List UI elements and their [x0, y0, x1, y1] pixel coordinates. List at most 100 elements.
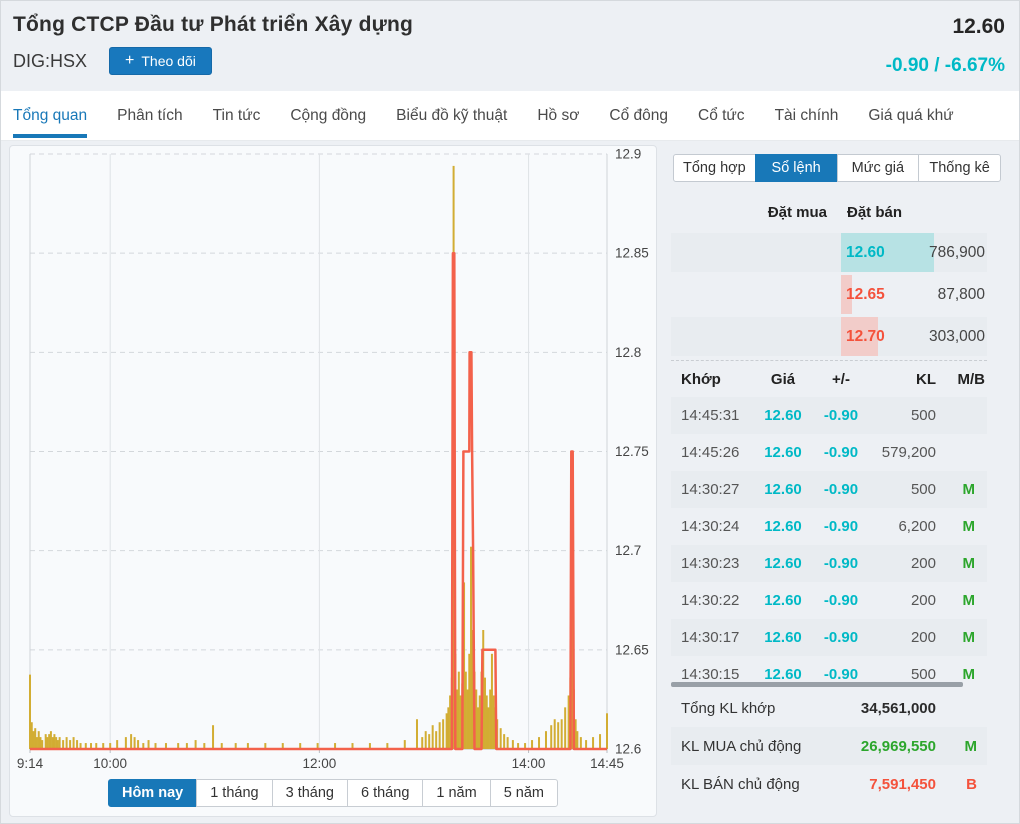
range-button-1-tháng[interactable]: 1 tháng: [196, 779, 273, 807]
volume-bar: [351, 743, 354, 749]
nav-tab-biểu-đồ-kỹ-thuật[interactable]: Biểu đồ kỹ thuật: [396, 106, 508, 124]
volume-bar: [69, 740, 72, 749]
volume-bar: [32, 731, 35, 749]
nav-tab-tổng-quan[interactable]: Tổng quan: [13, 94, 88, 138]
volume-bar: [553, 719, 556, 749]
volume-bar: [503, 734, 506, 749]
volume-bar: [447, 707, 450, 749]
volume-bar: [550, 725, 553, 749]
trade-volume: 579,200: [881, 444, 936, 461]
volume-bar: [58, 737, 61, 749]
volume-bar: [599, 734, 602, 749]
volume-bar: [471, 630, 474, 749]
volume-bar: [79, 743, 82, 749]
company-name: Tổng CTCP Đầu tư Phát triển Xây dựng: [13, 13, 414, 36]
side-tab-thống-kê[interactable]: Thống kê: [918, 154, 1001, 182]
trade-price: 12.60: [764, 629, 802, 646]
order-book-header: Đặt mua Đặt bán: [671, 204, 987, 221]
volume-bar: [316, 743, 319, 749]
range-button-3-tháng[interactable]: 3 tháng: [271, 779, 348, 807]
summary-label: Tổng KL khớp: [681, 699, 776, 717]
nav-tab-cổ-tức[interactable]: Cổ tức: [698, 106, 745, 124]
x-axis-label: 10:00: [93, 756, 127, 771]
volume-bar: [538, 737, 541, 749]
volume-bar: [34, 728, 37, 749]
price-line: [30, 251, 607, 751]
side-tabs: Tổng hợp Sổ lệnh Mức giá Thống kê: [673, 154, 1001, 182]
trade-change: -0.90: [823, 555, 859, 572]
col-header-volume: KL: [916, 370, 936, 388]
volume-bar: [468, 653, 471, 749]
col-header-time: Khớp: [681, 370, 721, 388]
trade-change: -0.90: [823, 666, 859, 681]
volume-bar: [490, 653, 493, 749]
nav-tab-cổ-đông[interactable]: Cổ đông: [609, 106, 668, 124]
volume-bar: [299, 743, 302, 749]
trade-price: 12.60: [764, 555, 802, 572]
volume-bar: [386, 743, 389, 749]
horizontal-scrollbar[interactable]: [671, 682, 963, 687]
volume-bar: [592, 737, 595, 749]
volume-bar: [109, 743, 112, 749]
trade-side-flag: M: [962, 592, 976, 609]
order-book-row: 12.70 303,000: [671, 317, 987, 356]
buy-column-header: Đặt mua: [767, 204, 827, 221]
volume-bar: [456, 689, 459, 749]
volume-bar: [483, 677, 486, 749]
trade-table-header: Khớp Giá +/- KL M/B: [671, 361, 987, 397]
range-button-6-tháng[interactable]: 6 tháng: [347, 779, 424, 807]
depth-bar: [841, 317, 878, 356]
volume-bar: [220, 743, 223, 749]
nav-tab-hồ-sơ[interactable]: Hồ sơ: [537, 106, 580, 124]
volume-bar: [65, 737, 68, 749]
side-tab-sổ-lệnh[interactable]: Sổ lệnh: [754, 154, 838, 182]
summary-rows: Tổng KL khớp 34,561,000 KL MUA chủ động 26,…: [671, 689, 987, 803]
volume-bar: [48, 734, 51, 749]
range-button-5-năm[interactable]: 5 năm: [489, 779, 559, 807]
volume-bar: [421, 737, 424, 749]
col-header-change: +/-: [832, 370, 850, 388]
volume-bar: [56, 740, 59, 749]
volume-bar: [62, 740, 65, 749]
trade-change: -0.90: [823, 444, 859, 461]
volume-bar: [37, 731, 40, 749]
nav-tab-phân-tích[interactable]: Phân tích: [117, 106, 183, 124]
volume-bar: [466, 689, 469, 749]
volume-bar: [203, 743, 206, 749]
volume-bar: [576, 731, 579, 749]
sell-side-cell: 12.65 87,800: [841, 275, 987, 314]
volume-bar: [53, 734, 56, 749]
trade-price: 12.60: [764, 592, 802, 609]
nav-tab-cộng-đồng[interactable]: Cộng đồng: [290, 106, 367, 124]
nav-tab-giá-quá-khứ[interactable]: Giá quá khứ: [868, 106, 954, 124]
volume-bar: [567, 695, 570, 749]
volume-bar: [485, 695, 488, 749]
volume-bar: [334, 743, 337, 749]
volume-bar: [606, 713, 608, 749]
nav-tab-tài-chính[interactable]: Tài chính: [774, 106, 839, 124]
follow-button[interactable]: + Theo dõi: [109, 47, 212, 75]
trade-row: 14:30:15 12.60 -0.90 500 M: [671, 656, 987, 681]
summary-row: KL BÁN chủ động 7,591,450 B: [671, 765, 987, 803]
price-chart-svg[interactable]: 12.6 12.65 12.7 12.75 12.8 12.85 12.9 9:14 10:00…: [10, 146, 658, 776]
volume-bar: [487, 707, 490, 749]
trade-row: 14:30:22 12.60 -0.90 200 M: [671, 582, 987, 619]
volume-bar: [475, 689, 478, 749]
order-book-rows: 12.60 786,900 12.65 87,800 12.70 303,000: [671, 233, 987, 356]
volume-bar: [579, 737, 582, 749]
volume-bar: [415, 719, 418, 749]
side-tab-tổng-hợp[interactable]: Tổng hợp: [673, 154, 756, 182]
volume-bar: [442, 719, 445, 749]
sell-side-cell: 12.70 303,000: [841, 317, 987, 356]
summary-side-flag: M: [964, 737, 978, 755]
trade-volume: 500: [910, 407, 936, 424]
side-tab-mức-giá[interactable]: Mức giá: [836, 154, 920, 182]
range-button-1-năm[interactable]: 1 năm: [422, 779, 491, 807]
trade-price: 12.60: [764, 407, 802, 424]
nav-tab-tin-tức[interactable]: Tin tức: [212, 106, 261, 124]
volume-bar: [524, 743, 527, 749]
trade-change: -0.90: [823, 629, 859, 646]
range-button-hôm-nay[interactable]: Hôm nay: [107, 779, 198, 807]
x-axis-label: 12:00: [302, 756, 336, 771]
